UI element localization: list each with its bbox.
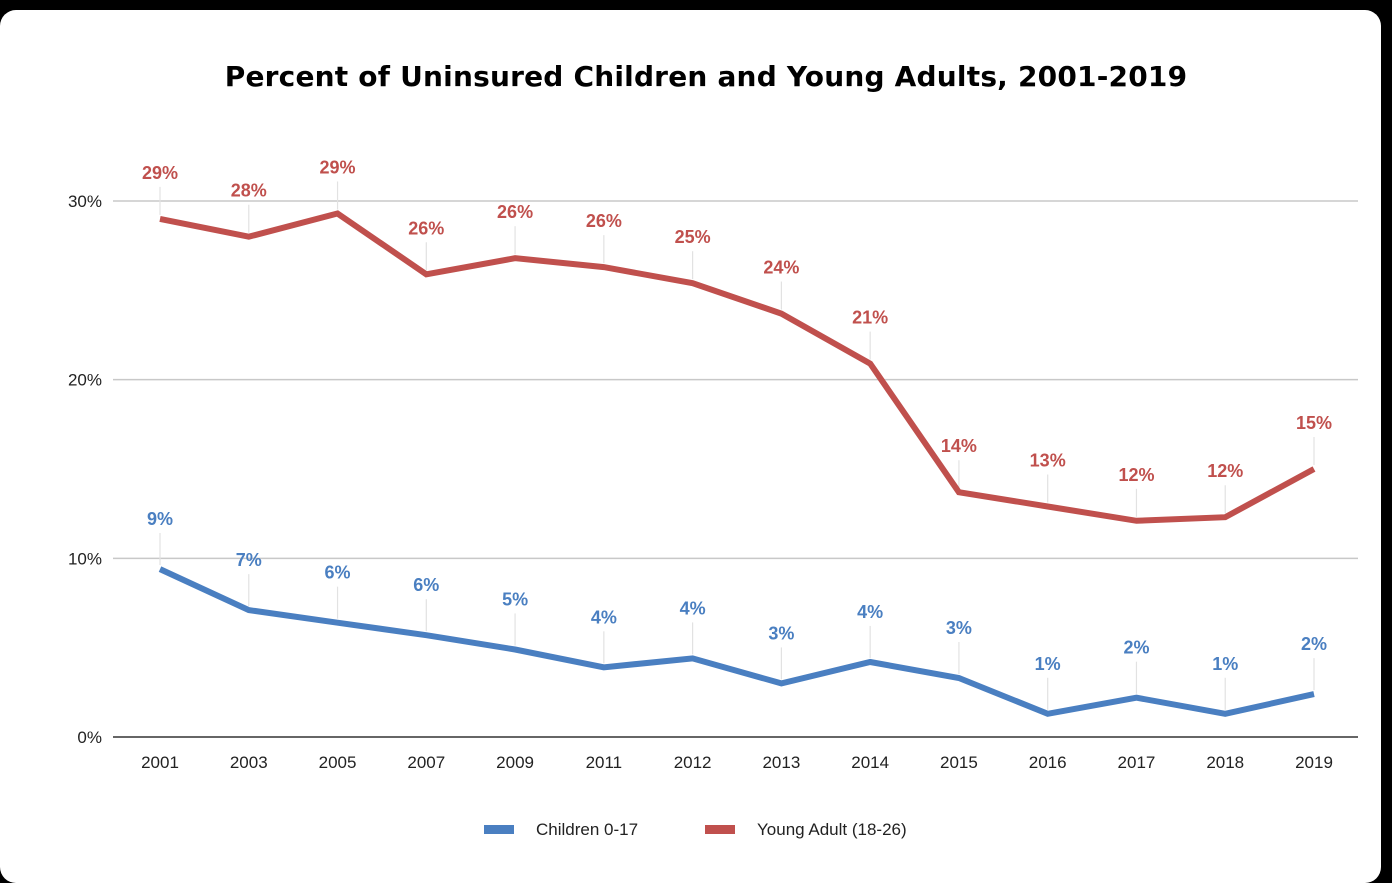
x-tick-label: 2017 [1118, 753, 1156, 772]
legend-swatch [705, 825, 735, 834]
data-label: 1% [1035, 654, 1061, 674]
x-tick-label: 2011 [586, 753, 623, 772]
data-label: 29% [320, 158, 356, 178]
data-label: 26% [497, 202, 533, 222]
data-label: 13% [1030, 451, 1066, 471]
y-tick-label: 30% [68, 192, 102, 211]
data-label: 25% [675, 227, 711, 247]
legend-label: Children 0-17 [536, 820, 638, 839]
legend-label: Young Adult (18-26) [757, 820, 907, 839]
data-label: 15% [1296, 413, 1332, 433]
x-tick-label: 2001 [141, 753, 179, 772]
data-label: 12% [1207, 461, 1243, 481]
data-label: 3% [946, 618, 972, 638]
data-label: 4% [680, 598, 706, 618]
data-label: 21% [852, 308, 888, 328]
data-label: 9% [147, 509, 173, 529]
data-label: 4% [857, 602, 883, 622]
x-tick-label: 2018 [1206, 753, 1244, 772]
data-label: 7% [236, 550, 262, 570]
data-label: 2% [1301, 634, 1327, 654]
data-label: 12% [1118, 465, 1154, 485]
data-label: 2% [1123, 638, 1149, 658]
data-label: 29% [142, 163, 178, 183]
data-label: 26% [586, 211, 622, 231]
y-tick-label: 20% [68, 371, 102, 390]
data-label: 24% [763, 258, 799, 278]
data-label: 6% [413, 575, 439, 595]
x-tick-label: 2012 [674, 753, 712, 772]
data-label: 6% [325, 563, 351, 583]
x-tick-label: 2016 [1029, 753, 1067, 772]
data-label: 4% [591, 607, 617, 627]
x-tick-label: 2015 [940, 753, 978, 772]
x-tick-label: 2009 [496, 753, 534, 772]
legend-swatch [484, 825, 514, 834]
y-tick-label: 0% [77, 728, 102, 747]
data-label: 5% [502, 589, 528, 609]
data-label: 26% [408, 218, 444, 238]
x-tick-label: 2014 [851, 753, 889, 772]
series-line [159, 210, 1316, 524]
data-label: 3% [768, 623, 794, 643]
chart-title: Percent of Uninsured Children and Young … [224, 60, 1188, 93]
data-label: 1% [1212, 654, 1238, 674]
x-tick-label: 2003 [230, 753, 268, 772]
x-tick-label: 2005 [319, 753, 357, 772]
data-label: 28% [231, 181, 267, 201]
series-line [158, 566, 1315, 717]
data-label: 14% [941, 436, 977, 456]
x-tick-label: 2007 [407, 753, 445, 772]
y-tick-label: 10% [68, 549, 102, 568]
x-tick-label: 2013 [762, 753, 800, 772]
x-tick-label: 2019 [1295, 753, 1333, 772]
